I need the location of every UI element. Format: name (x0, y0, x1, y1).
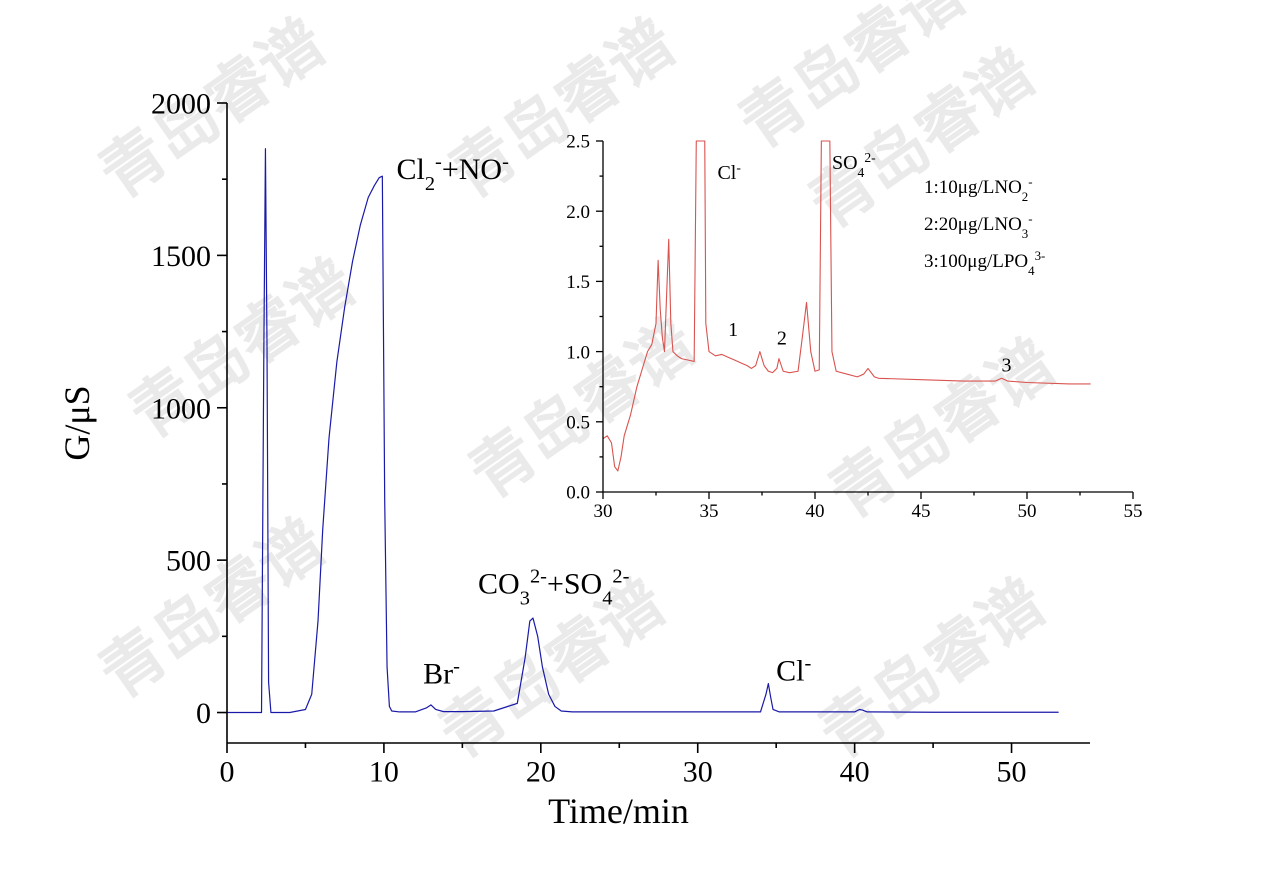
main-peak-label-text2: +NO (442, 153, 502, 186)
inset-y-tick-label: 0.0 (566, 483, 590, 504)
main-peak-label-sup: 2- (530, 566, 547, 588)
inset-legend-entry: 2:20μg/LNO3- (924, 211, 1033, 241)
watermark-text: 青岛睿谱 (807, 566, 1059, 773)
inset-peak-label-text: SO (832, 152, 858, 174)
inset-peak-label: 1 (728, 319, 738, 341)
main-peak-label-text: CO (478, 568, 520, 601)
inset-x-tick-label: 50 (1018, 501, 1037, 522)
main-x-tick-label: 0 (220, 756, 235, 789)
main-x-tick-label: 50 (997, 756, 1027, 789)
main-peak-label-text2: +SO (547, 568, 602, 601)
inset-legend-entry-sub: 2 (1022, 189, 1028, 204)
main-peak-label-sup: - (805, 653, 812, 675)
main-peak-label-sup2: 2- (612, 566, 629, 588)
inset-x-tick-label: 30 (594, 501, 613, 522)
inset-y-tick-label: 0.5 (566, 412, 590, 433)
inset-peak-label-sup: - (736, 159, 741, 174)
inset-legend-entry-sub: 4 (1028, 263, 1035, 278)
main-peak-label: Cl2-+NO- (396, 151, 509, 195)
inset-peak-label: 3 (1002, 354, 1012, 376)
inset-y-tick-label: 1.0 (566, 342, 590, 363)
main-y-tick-label: 1500 (151, 240, 211, 273)
main-peak-label: Cl- (776, 653, 811, 688)
main-peak-label-sup2: - (502, 151, 509, 173)
inset-legend-entry: 3:100μg/LPO43- (924, 248, 1045, 278)
main-peak-label-text: Cl (396, 153, 424, 186)
main-x-tick-label: 20 (526, 756, 556, 789)
main-y-tick-label: 500 (166, 545, 211, 578)
inset-legend-entry-text: 1:10μg/LNO (924, 177, 1022, 198)
main-chart: 0 10 20 30 40 500500100015002000Time/minG/μSC… (57, 88, 1090, 831)
inset-peak-label-text: 1 (728, 319, 738, 341)
inset-legend-entry-text: 3:100μg/LPO (924, 251, 1028, 272)
main-series-line (227, 148, 1059, 714)
inset-series-line (602, 140, 1091, 472)
inset-peak-label: 2 (777, 328, 787, 350)
inset-y-tick-label: 2.0 (566, 202, 590, 223)
inset-peak-label-text: 3 (1002, 354, 1012, 376)
inset-legend-entry-sup: 3- (1035, 248, 1046, 263)
main-y-tick-label: 1000 (151, 392, 211, 425)
main-peak-label-text: Br (423, 658, 453, 691)
main-peak-label-sub2: 4 (602, 588, 612, 610)
main-peak-label-text: Cl (776, 655, 804, 688)
inset-x-tick-label: 35 (700, 501, 719, 522)
inset-peak-label-sup: 2- (864, 150, 876, 165)
watermark-text: 青岛睿谱 (87, 6, 339, 213)
inset-peak-label-text: 2 (777, 328, 787, 350)
main-peak-label-sup: - (435, 151, 442, 173)
inset-y-tick-label: 1.5 (566, 272, 590, 293)
inset-legend-entry-sup: - (1028, 211, 1032, 226)
main-y-tick-label: 2000 (151, 88, 211, 121)
inset-peak-label: Cl- (717, 159, 741, 184)
inset-peak-label-text: Cl (717, 162, 736, 184)
main-x-tick-label: 10 (369, 756, 399, 789)
inset-legend-entry: 1:10μg/LNO2- (924, 174, 1033, 204)
inset-peak-label-sub: 4 (858, 165, 865, 180)
main-x-tick-label: 40 (840, 756, 870, 789)
inset-legend-entry-sub: 3 (1022, 226, 1028, 241)
main-x-tick-label: 30 (683, 756, 713, 789)
watermark-text: 青岛睿谱 (87, 506, 339, 713)
main-y-axis-title: G/μS (57, 385, 97, 460)
main-peak-label-sup: - (453, 656, 460, 678)
inset-x-tick-label: 55 (1124, 501, 1143, 522)
main-peak-label: CO32-+SO42- (478, 566, 630, 610)
inset-y-tick-label: 2.5 (566, 132, 590, 153)
main-peak-label-sub: 2 (425, 173, 435, 195)
inset-legend-entry-sup: - (1028, 174, 1032, 189)
main-y-tick-label: 0 (196, 697, 211, 730)
inset-x-tick-label: 45 (912, 501, 931, 522)
main-peak-label-sub: 3 (520, 588, 530, 610)
inset-x-tick-label: 40 (806, 501, 825, 522)
inset-chart: 30 35 40 45 50 550.00.51.01.52.02.5Cl- SO42-1 2… (566, 132, 1142, 522)
inset-peak-label: SO42- (832, 150, 876, 180)
main-x-axis-title: Time/min (548, 791, 689, 831)
main-peak-label: Br- (423, 656, 460, 691)
inset-legend-entry-text: 2:20μg/LNO (924, 214, 1022, 235)
